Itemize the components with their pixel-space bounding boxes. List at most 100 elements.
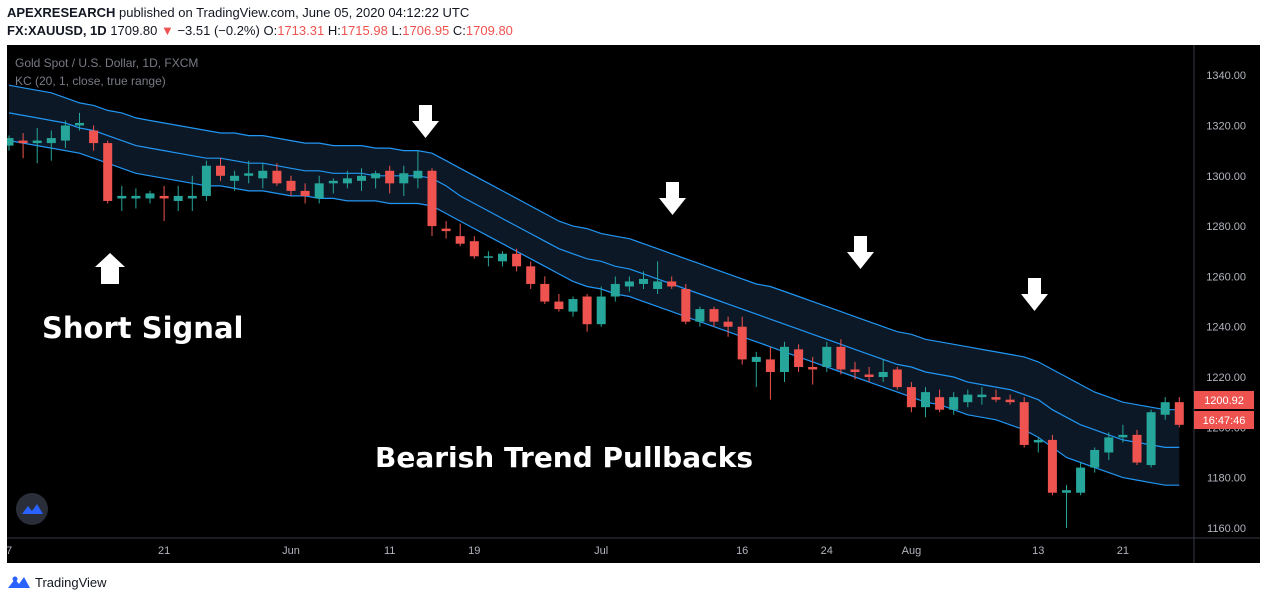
candle — [794, 344, 804, 372]
channel-fill — [9, 85, 1180, 486]
tradingview-logo-icon — [8, 576, 30, 588]
time-tick-label: 16 — [736, 545, 748, 557]
candle — [653, 261, 663, 295]
symbol-label[interactable]: FX:XAUUSD, 1D — [7, 23, 107, 38]
price-tick-label: 1160.00 — [1207, 523, 1246, 535]
candle-body — [328, 180, 338, 184]
candle — [1132, 429, 1142, 466]
candle-body — [949, 397, 959, 410]
up-arrow-icon — [95, 253, 125, 284]
candle — [963, 389, 973, 408]
price-tick-label: 1300.00 — [1206, 171, 1246, 183]
candle-body — [765, 359, 775, 372]
down-arrow-icon: ▼ — [160, 23, 174, 38]
candle-body — [596, 296, 606, 325]
candle — [709, 306, 719, 327]
candle-body — [639, 278, 648, 284]
candle-body — [1076, 467, 1086, 493]
candle-body — [498, 253, 507, 262]
candle-body — [7, 138, 14, 146]
candle — [1104, 432, 1114, 461]
candle — [681, 283, 691, 325]
candle-body — [272, 170, 282, 184]
candle-body — [371, 173, 381, 179]
candle-body — [230, 175, 240, 181]
candle — [399, 165, 409, 196]
candle-body — [300, 190, 310, 196]
candle — [117, 185, 127, 212]
candle — [949, 392, 959, 415]
candle — [878, 359, 888, 383]
candle — [483, 251, 493, 267]
candle — [639, 271, 648, 289]
candle-body — [201, 165, 211, 196]
candle — [1019, 397, 1029, 448]
candle — [667, 276, 677, 289]
last-price: 1709.80 — [110, 23, 158, 38]
publish-info: published on TradingView.com, June 05, 2… — [118, 5, 470, 20]
time-tick-label: 11 — [384, 545, 395, 557]
candle-body — [1047, 439, 1057, 493]
candle — [1090, 447, 1100, 473]
candle-body — [1062, 490, 1071, 493]
time-tick-label: 21 — [1117, 545, 1129, 557]
candle — [808, 356, 818, 385]
candle — [7, 135, 14, 151]
tv-chart-logo[interactable] — [16, 493, 48, 525]
ohlc-line: FX:XAUUSD, 1D 1709.80 ▼ −3.51 (−0.2%) O:… — [7, 23, 513, 38]
chart-logo-icon — [22, 504, 43, 514]
candle-body — [342, 178, 352, 184]
down-arrow-icon — [412, 105, 439, 138]
price-change: −3.51 (−0.2%) — [177, 23, 260, 38]
candle-body — [540, 283, 550, 302]
candle-body — [75, 122, 84, 126]
candle-body — [145, 193, 155, 199]
candle-body — [582, 296, 592, 325]
candle-body — [681, 288, 691, 322]
short-signal-label: Short Signal — [42, 311, 243, 345]
candle — [201, 160, 211, 201]
time-tick-label: Jun — [282, 545, 300, 557]
candle — [441, 221, 451, 239]
candle — [469, 236, 479, 259]
price-tick-label: 1240.00 — [1206, 322, 1246, 334]
candle-body — [32, 140, 42, 144]
candle — [596, 286, 606, 327]
publisher-name[interactable]: APEXRESEARCH — [7, 5, 116, 20]
candle — [145, 190, 155, 204]
candle — [131, 188, 141, 209]
candle-body — [103, 143, 113, 201]
candle-body — [187, 195, 197, 199]
candle-body — [695, 309, 705, 322]
candle — [46, 130, 56, 161]
candle — [822, 341, 832, 372]
candle — [1062, 485, 1071, 528]
candle-body — [1132, 434, 1142, 463]
legend-indicator[interactable]: KC (20, 1, close, true range) — [15, 74, 166, 88]
candle — [498, 251, 507, 267]
candle — [554, 294, 564, 312]
tradingview-footer[interactable]: TradingView — [7, 574, 107, 590]
candle-body — [906, 387, 916, 408]
candle — [371, 170, 381, 189]
candle — [723, 316, 733, 337]
candle — [906, 382, 916, 413]
chart-panel[interactable]: 1340.00 1320.00 1300.00 1280.00 1260.00 1240.… — [7, 45, 1260, 563]
candle — [695, 306, 705, 327]
candle-body — [89, 130, 99, 144]
time-tick-label: 13 — [1032, 545, 1044, 557]
candlestick-chart[interactable]: 1340.00 1320.00 1300.00 1280.00 1260.00 1240.… — [7, 45, 1260, 563]
candle-body — [18, 140, 28, 144]
candle-body — [624, 281, 634, 287]
price-tick-label: 1280.00 — [1206, 221, 1246, 233]
candle-body — [314, 183, 324, 199]
open-value: 1713.31 — [277, 23, 325, 38]
last-price-tag — [1194, 391, 1254, 409]
high-value: 1715.98 — [340, 23, 388, 38]
candle — [103, 140, 113, 204]
candle — [892, 366, 902, 390]
legend-title[interactable]: Gold Spot / U.S. Dollar, 1D, FXCM — [15, 56, 198, 70]
close-label: C: — [452, 23, 466, 38]
countdown-tag — [1194, 411, 1254, 429]
candle — [230, 170, 240, 191]
